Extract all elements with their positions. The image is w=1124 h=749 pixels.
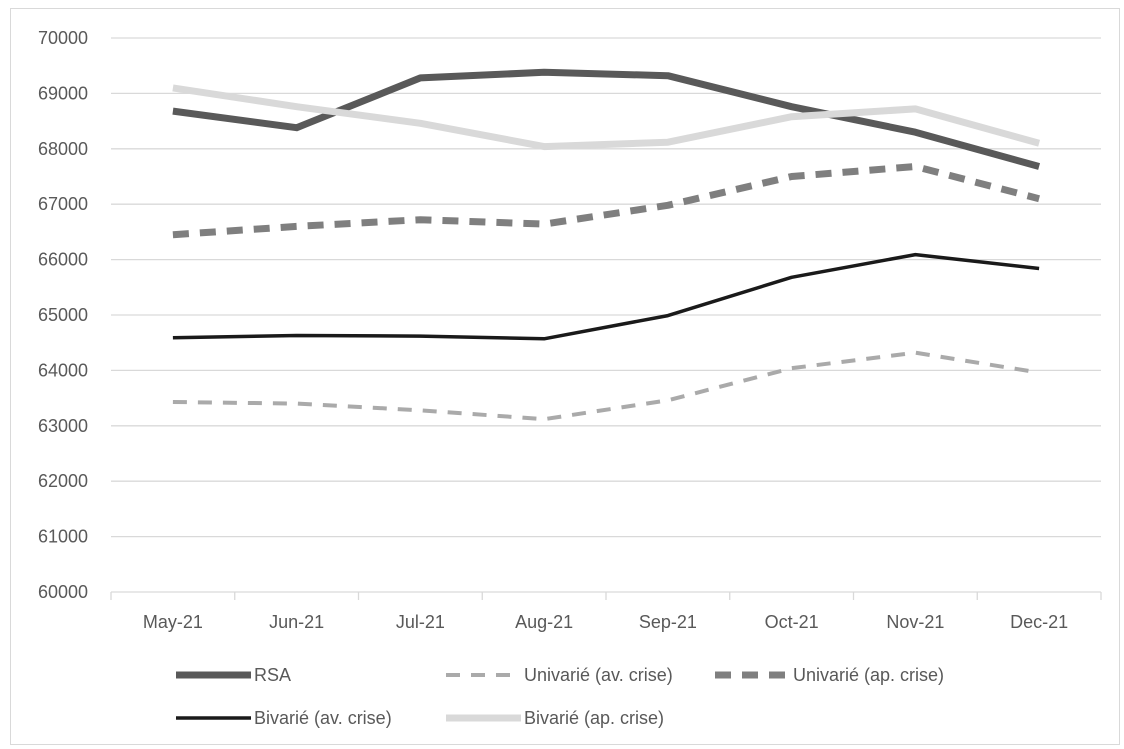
y-tick-label: 70000 bbox=[38, 28, 88, 48]
y-tick-label: 69000 bbox=[38, 83, 88, 103]
x-axis-tick-labels: May-21 Jun-21 Jul-21 Aug-21 Sep-21 Oct-21 Nov-… bbox=[143, 612, 1068, 632]
x-tick-label: May-21 bbox=[143, 612, 203, 632]
y-tick-label: 68000 bbox=[38, 139, 88, 159]
series-line-2 bbox=[172, 163, 1040, 239]
x-tick-label: Oct-21 bbox=[765, 612, 819, 632]
series-line-1 bbox=[172, 350, 1040, 422]
y-tick-label: 61000 bbox=[38, 527, 88, 547]
gridlines bbox=[111, 37, 1101, 538]
y-tick-label: 60000 bbox=[38, 582, 88, 602]
x-tick-label: Aug-21 bbox=[515, 612, 573, 632]
x-tick-label: Jul-21 bbox=[396, 612, 445, 632]
y-tick-label: 64000 bbox=[38, 360, 88, 380]
x-axis bbox=[110, 591, 1102, 600]
legend-label-1: Univarié (av. crise) bbox=[524, 665, 673, 685]
series-line-0 bbox=[172, 68, 1041, 170]
chart-frame bbox=[10, 8, 1120, 745]
y-tick-label: 65000 bbox=[38, 305, 88, 325]
y-tick-label: 67000 bbox=[38, 194, 88, 214]
series-line-3 bbox=[172, 252, 1040, 341]
x-tick-label: Jun-21 bbox=[269, 612, 324, 632]
y-tick-label: 63000 bbox=[38, 416, 88, 436]
legend-label-2: Univarié (ap. crise) bbox=[793, 665, 944, 685]
series-lines bbox=[172, 68, 1041, 422]
x-tick-label: Dec-21 bbox=[1010, 612, 1068, 632]
x-tick-label: Sep-21 bbox=[639, 612, 697, 632]
y-tick-label: 66000 bbox=[38, 250, 88, 270]
legend-label-3: Bivarié (av. crise) bbox=[254, 708, 392, 728]
y-tick-label: 62000 bbox=[38, 471, 88, 491]
legend-label-4: Bivarié (ap. crise) bbox=[524, 708, 664, 728]
legend: RSA Univarié (av. crise) Univarié (ap. cri… bbox=[176, 665, 944, 728]
series-line-4 bbox=[172, 84, 1041, 151]
y-axis-tick-labels: 60000 61000 62000 63000 64000 65000 66000 67000… bbox=[38, 28, 88, 602]
x-tick-label: Nov-21 bbox=[886, 612, 944, 632]
legend-label-0: RSA bbox=[254, 665, 291, 685]
